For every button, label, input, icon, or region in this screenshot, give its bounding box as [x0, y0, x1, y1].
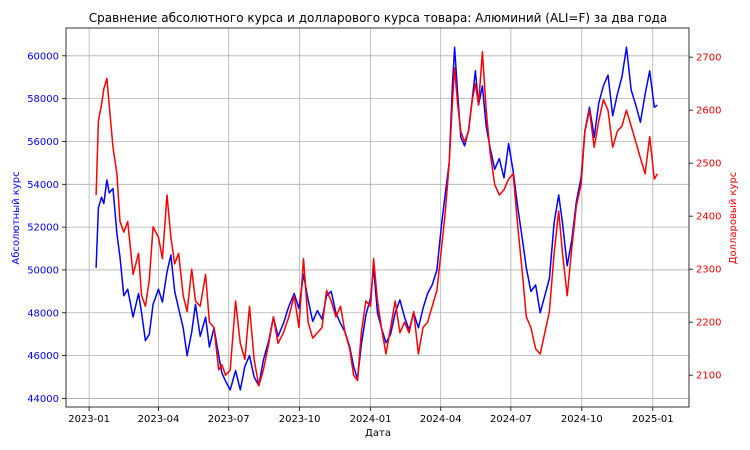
y-axis-left: 44000 46000 48000 50000 52000 54000 56000 58000… [27, 51, 66, 405]
series-line-dollar [95, 51, 659, 387]
x-tick-label: 2023-07 [208, 414, 250, 425]
x-axis-label: Дата [365, 428, 391, 439]
plot-frame [65, 27, 690, 408]
y-right-tick-label: 2100 [696, 371, 721, 382]
series-lines [95, 46, 659, 391]
chart-title: Сравнение абсолютного курса и долларовог… [89, 11, 667, 25]
y-right-tick-label: 2400 [696, 212, 721, 223]
x-tick-label: 2024-10 [561, 414, 603, 425]
y-left-tick-label: 48000 [27, 308, 59, 319]
series-line-absolute [95, 46, 658, 391]
y-left-tick-label: 60000 [27, 51, 59, 62]
y-left-tick-label: 46000 [27, 351, 59, 362]
y-axis-right: 2100 2200 2300 2400 2500 2600 2700 [689, 53, 721, 382]
y-left-tick-label: 50000 [27, 265, 59, 276]
x-tick-label: 2025-01 [632, 414, 674, 425]
x-axis: 2023-01 2023-04 2023-07 2023-10 2024-01 2024-… [68, 407, 674, 425]
grid [66, 28, 689, 407]
y-right-tick-label: 2600 [696, 106, 721, 117]
x-tick-label: 2024-04 [420, 414, 462, 425]
y-right-tick-label: 2200 [696, 318, 721, 329]
y-axis-right-label: Долларовый курс [728, 172, 739, 265]
x-tick-label: 2024-07 [490, 414, 532, 425]
y-right-tick-label: 2500 [696, 159, 721, 170]
y-left-tick-label: 52000 [27, 223, 59, 234]
x-tick-label: 2024-01 [350, 414, 392, 425]
x-tick-label: 2023-10 [279, 414, 321, 425]
x-tick-label: 2023-01 [68, 414, 110, 425]
x-tick-label: 2023-04 [138, 414, 180, 425]
y-left-tick-label: 44000 [27, 394, 59, 405]
y-axis-left-label: Абсолютный курс [11, 171, 22, 264]
y-left-tick-label: 56000 [27, 137, 59, 148]
y-left-tick-label: 58000 [27, 94, 59, 105]
y-right-tick-label: 2300 [696, 265, 721, 276]
y-right-tick-label: 2700 [696, 53, 721, 64]
y-left-tick-label: 54000 [27, 180, 59, 191]
